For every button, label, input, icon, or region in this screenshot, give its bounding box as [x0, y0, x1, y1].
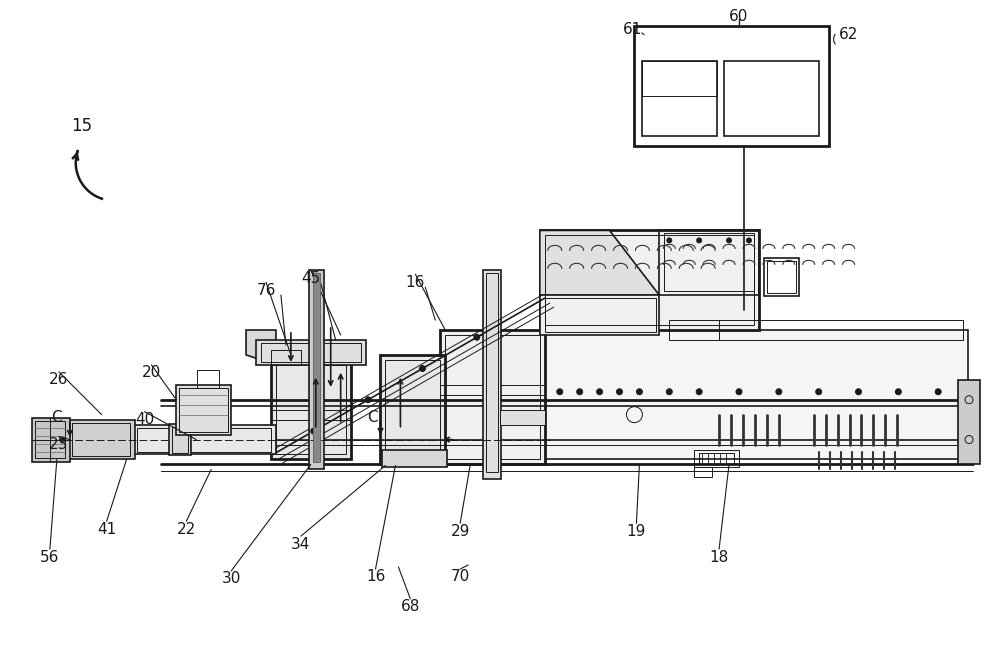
- Circle shape: [617, 389, 622, 395]
- Circle shape: [935, 389, 941, 395]
- Circle shape: [365, 397, 371, 403]
- Bar: [540, 330, 968, 460]
- Bar: [483, 271, 501, 480]
- Polygon shape: [246, 330, 276, 365]
- Bar: [313, 273, 320, 462]
- Circle shape: [419, 365, 425, 371]
- Bar: [271, 360, 351, 460]
- Text: 76: 76: [256, 283, 276, 298]
- Circle shape: [636, 389, 642, 395]
- Circle shape: [474, 334, 480, 340]
- Bar: [664, 233, 754, 291]
- Circle shape: [746, 238, 751, 243]
- Text: 61: 61: [623, 22, 642, 37]
- Text: 34: 34: [291, 536, 311, 552]
- Text: 62: 62: [839, 27, 858, 42]
- Bar: [634, 26, 829, 146]
- Bar: [197, 370, 219, 388]
- Bar: [659, 230, 759, 295]
- Text: C: C: [52, 410, 62, 425]
- Bar: [699, 452, 734, 464]
- Bar: [137, 428, 271, 452]
- Text: 16: 16: [366, 570, 385, 584]
- Circle shape: [816, 389, 822, 395]
- Bar: [382, 450, 447, 468]
- Text: 45: 45: [301, 271, 320, 286]
- Circle shape: [776, 389, 782, 395]
- Bar: [380, 355, 445, 464]
- Text: 29: 29: [450, 524, 470, 538]
- Circle shape: [696, 389, 702, 395]
- Bar: [35, 421, 65, 458]
- Circle shape: [667, 238, 672, 243]
- Bar: [176, 385, 231, 435]
- Bar: [724, 61, 819, 136]
- Bar: [540, 230, 759, 330]
- Text: C: C: [367, 410, 378, 425]
- Bar: [72, 423, 130, 456]
- Text: 15: 15: [71, 117, 92, 135]
- Bar: [958, 380, 980, 464]
- Bar: [764, 259, 799, 296]
- Circle shape: [557, 389, 563, 395]
- Text: 20: 20: [142, 365, 161, 380]
- Bar: [271, 350, 301, 365]
- Bar: [642, 61, 717, 96]
- Bar: [276, 365, 346, 454]
- Bar: [440, 330, 545, 464]
- Bar: [719, 320, 963, 340]
- Text: 30: 30: [221, 572, 241, 587]
- Text: 22: 22: [177, 522, 196, 536]
- Circle shape: [577, 389, 583, 395]
- Circle shape: [697, 238, 702, 243]
- Text: 60: 60: [729, 9, 749, 24]
- Bar: [642, 61, 717, 136]
- Bar: [132, 425, 276, 454]
- Bar: [261, 343, 361, 362]
- Text: 23: 23: [49, 437, 69, 452]
- Bar: [767, 261, 796, 293]
- Bar: [179, 388, 228, 432]
- Bar: [540, 295, 659, 335]
- Circle shape: [727, 238, 732, 243]
- Bar: [669, 320, 719, 340]
- Bar: [694, 468, 712, 478]
- Bar: [500, 409, 545, 425]
- Bar: [169, 424, 191, 456]
- Circle shape: [666, 389, 672, 395]
- Text: 56: 56: [40, 550, 60, 564]
- Bar: [172, 427, 188, 452]
- Bar: [545, 298, 656, 332]
- Bar: [486, 273, 498, 472]
- Bar: [67, 420, 135, 460]
- Circle shape: [736, 389, 742, 395]
- Polygon shape: [540, 230, 659, 295]
- Bar: [545, 235, 754, 325]
- Text: 26: 26: [49, 372, 69, 387]
- Bar: [385, 360, 440, 460]
- Text: 40: 40: [135, 412, 154, 427]
- Text: 18: 18: [709, 550, 729, 564]
- Bar: [309, 271, 324, 470]
- Text: 70: 70: [451, 570, 470, 584]
- Text: 41: 41: [97, 522, 116, 536]
- Bar: [32, 418, 70, 462]
- Bar: [445, 335, 540, 460]
- Text: 68: 68: [401, 599, 420, 615]
- Circle shape: [856, 389, 861, 395]
- Circle shape: [597, 389, 603, 395]
- Circle shape: [311, 428, 317, 434]
- Text: 16: 16: [406, 275, 425, 290]
- Text: 19: 19: [627, 524, 646, 538]
- Bar: [694, 450, 739, 468]
- Circle shape: [895, 389, 901, 395]
- Bar: [256, 340, 366, 365]
